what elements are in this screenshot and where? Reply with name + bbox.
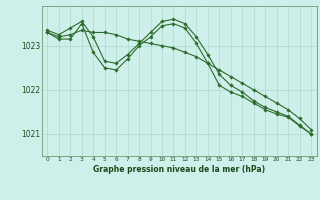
X-axis label: Graphe pression niveau de la mer (hPa): Graphe pression niveau de la mer (hPa) [93,165,265,174]
